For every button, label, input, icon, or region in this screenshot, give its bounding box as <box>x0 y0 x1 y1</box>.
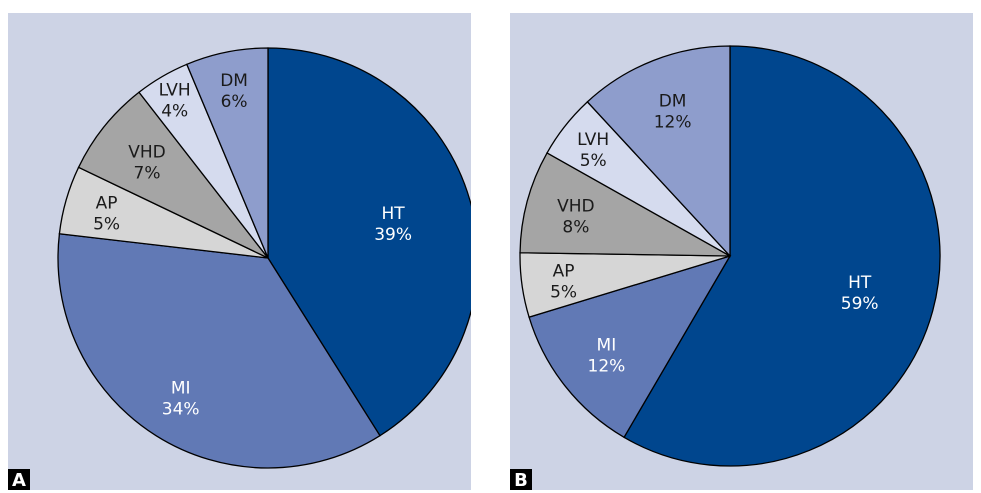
slice-label-mi: MI <box>597 336 617 356</box>
slice-value-dm: 6% <box>221 92 248 112</box>
chart-panel-b: HT 59% MI 12% AP 5% VHD 8% LVH 5% DM 12% B <box>510 13 973 491</box>
panel-label-b: B <box>510 469 532 491</box>
pie-slice-vhd <box>77 91 269 259</box>
slice-value-mi: 12% <box>588 357 626 377</box>
pie-slice-ht <box>623 45 941 467</box>
slice-label-ap: AP <box>96 193 118 213</box>
slice-value-vhd: 8% <box>562 217 589 237</box>
slice-label-vhd: VHD <box>557 196 595 216</box>
slice-label-vhd: VHD <box>128 143 166 163</box>
slice-value-dm: 12% <box>654 112 692 132</box>
pie-slice-dm <box>185 47 269 259</box>
slice-value-ht: 59% <box>841 294 879 314</box>
pie-slice-ht <box>267 47 471 437</box>
slice-label-mi: MI <box>171 379 191 399</box>
slice-label-ht: HT <box>848 273 872 293</box>
slice-label-ht: HT <box>382 204 406 224</box>
slice-label-lvh: LVH <box>577 130 609 150</box>
slice-value-ap: 5% <box>93 214 120 234</box>
slice-label-lvh: LVH <box>159 81 191 101</box>
slice-label-dm: DM <box>220 71 248 91</box>
slice-value-ap: 5% <box>550 282 577 302</box>
slice-value-mi: 34% <box>162 400 200 420</box>
pie-slice-vhd <box>519 152 731 257</box>
slice-label-dm: DM <box>659 91 687 111</box>
slice-value-lvh: 5% <box>580 151 607 171</box>
chart-panel-a: HT 39% MI 34% AP 5% VHD 7% LVH 4% DM 6% A <box>8 13 471 491</box>
slice-label-ap: AP <box>553 261 575 281</box>
pie-slice-mi <box>528 254 732 439</box>
pie-slice-mi <box>57 233 381 469</box>
pie-slice-dm <box>586 45 731 258</box>
slice-value-ht: 39% <box>374 225 412 245</box>
panel-label-a: A <box>8 469 30 491</box>
slice-value-lvh: 4% <box>161 102 188 122</box>
slice-value-vhd: 7% <box>134 164 161 184</box>
